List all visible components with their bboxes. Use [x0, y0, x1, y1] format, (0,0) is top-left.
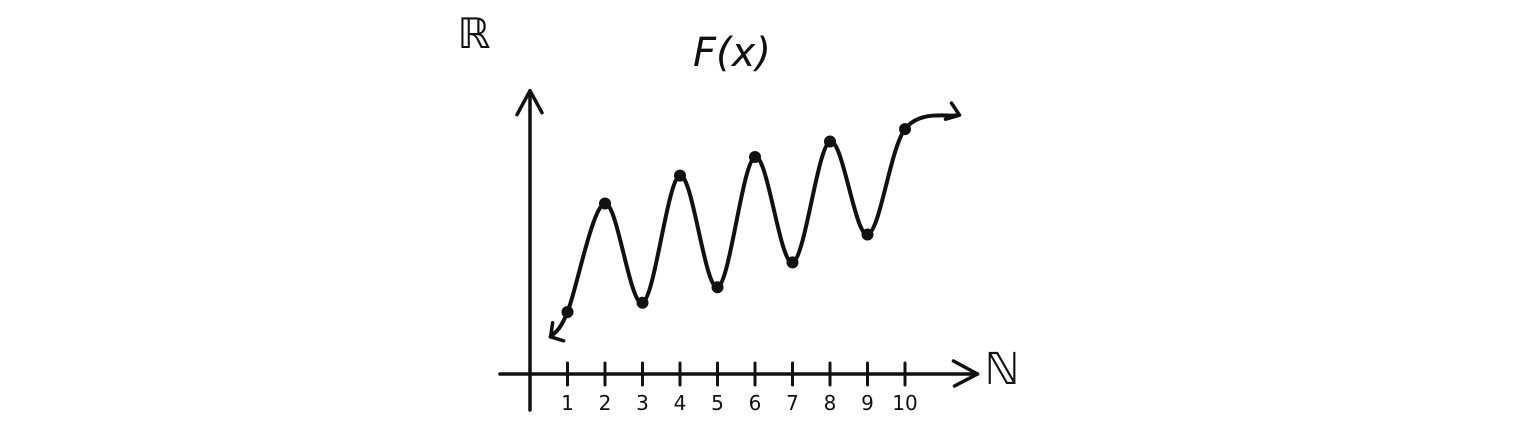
curve-left-arrowhead: [548, 321, 566, 343]
data-point: [899, 123, 911, 136]
data-point: [674, 169, 686, 182]
curve-right-arrowhead: [943, 101, 962, 121]
data-point: [824, 135, 836, 148]
axes: [498, 88, 980, 412]
data-point: [861, 228, 874, 241]
data-point: [561, 306, 574, 318]
x-axis-arrowhead: [951, 359, 980, 388]
x-axis-label: ℕ: [984, 344, 1019, 395]
data-point: [636, 296, 649, 309]
x-ticks: [566, 361, 907, 387]
x-tick-label: 6: [749, 391, 762, 415]
x-tick-label: 5: [711, 391, 724, 415]
data-point: [749, 151, 761, 163]
chart-title: F(x): [693, 30, 771, 76]
data-points: [561, 123, 911, 318]
data-point: [711, 281, 724, 294]
y-axis-arrowhead: [515, 88, 544, 117]
x-tick-label: 9: [861, 391, 874, 415]
data-point: [786, 256, 799, 269]
x-tick-label: 8: [824, 391, 837, 415]
data-point: [599, 197, 611, 210]
x-tick-label: 2: [599, 391, 612, 415]
x-tick-labels: 1 2 3 4 5 6 7 8 9 10: [561, 391, 918, 415]
x-tick-label: 10: [892, 391, 917, 415]
x-tick-label: 7: [786, 391, 799, 415]
y-axis-label: ℝ: [457, 9, 490, 58]
x-tick-label: 3: [636, 391, 649, 415]
x-tick-label: 1: [561, 391, 574, 415]
function-curve: [548, 113, 960, 339]
x-tick-label: 4: [674, 391, 687, 415]
